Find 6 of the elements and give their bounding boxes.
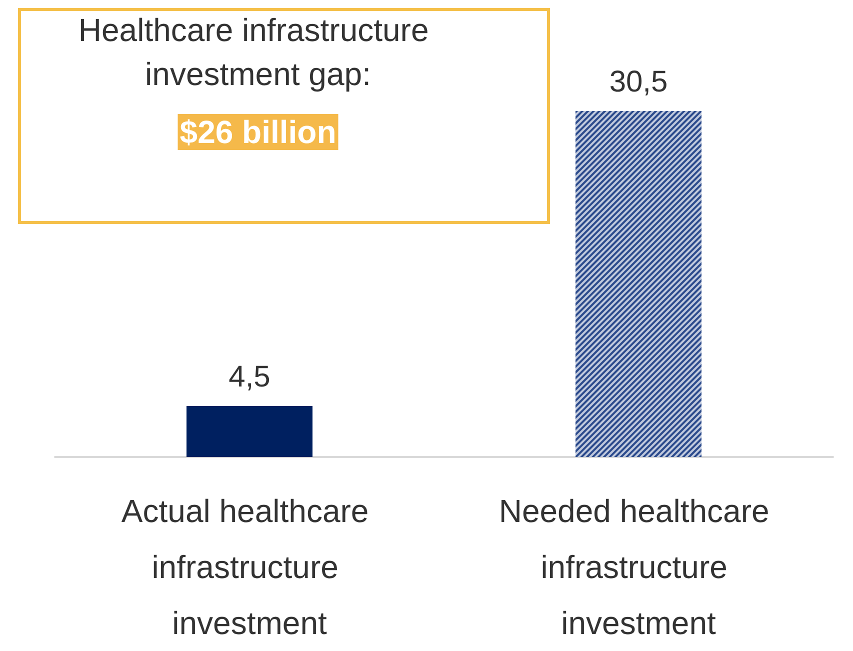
- text: Healthcare infrastructure investment gap:: [78, 12, 438, 92]
- x-tick-label: Actual healthcare infrastructure investment: [121, 493, 378, 641]
- x-tick-label: Needed healthcare infrastructure investment: [498, 493, 778, 641]
- annotation: $26 billion: [180, 114, 336, 150]
- data-label: 4,5: [228, 360, 270, 394]
- data-label: 30,5: [609, 66, 668, 99]
